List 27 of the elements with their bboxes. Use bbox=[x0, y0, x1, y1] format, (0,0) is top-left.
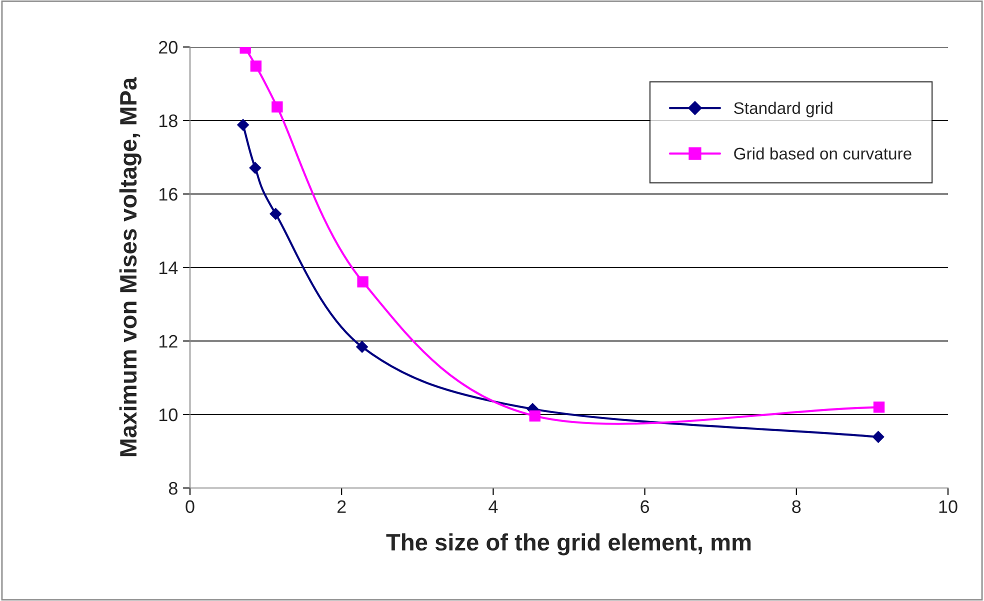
y-tick-label: 16 bbox=[159, 188, 178, 201]
point bbox=[272, 101, 283, 112]
y-tick-label: 20 bbox=[159, 40, 178, 54]
point bbox=[357, 276, 368, 288]
y-tick-label: 18 bbox=[159, 114, 178, 128]
point bbox=[873, 402, 885, 413]
x-tick-label: 6 bbox=[640, 500, 650, 514]
point bbox=[872, 430, 884, 444]
y-tick-label: 12 bbox=[159, 334, 178, 348]
x-tick-label: 10 bbox=[939, 500, 958, 514]
y-axis-title: Maximum von Mises voltage, MPa bbox=[119, 77, 142, 456]
y-tick-label: 10 bbox=[159, 408, 178, 422]
legend-label: Grid based on curvature bbox=[734, 147, 912, 160]
y-tick-label: 8 bbox=[168, 482, 178, 495]
x-tick-label: 4 bbox=[488, 500, 498, 513]
point bbox=[249, 162, 262, 174]
point bbox=[250, 60, 262, 72]
point bbox=[236, 118, 250, 132]
x-tick-label: 0 bbox=[186, 500, 194, 514]
x-tick-label: 8 bbox=[792, 500, 801, 514]
point bbox=[356, 340, 368, 354]
legend-label: Standard grid bbox=[734, 102, 832, 118]
x-tick-label: 2 bbox=[337, 500, 346, 513]
y-tick-label: 14 bbox=[159, 262, 178, 274]
x-axis-title: The size of the grid element, mm bbox=[386, 533, 751, 556]
point bbox=[529, 410, 540, 422]
point bbox=[270, 208, 282, 220]
